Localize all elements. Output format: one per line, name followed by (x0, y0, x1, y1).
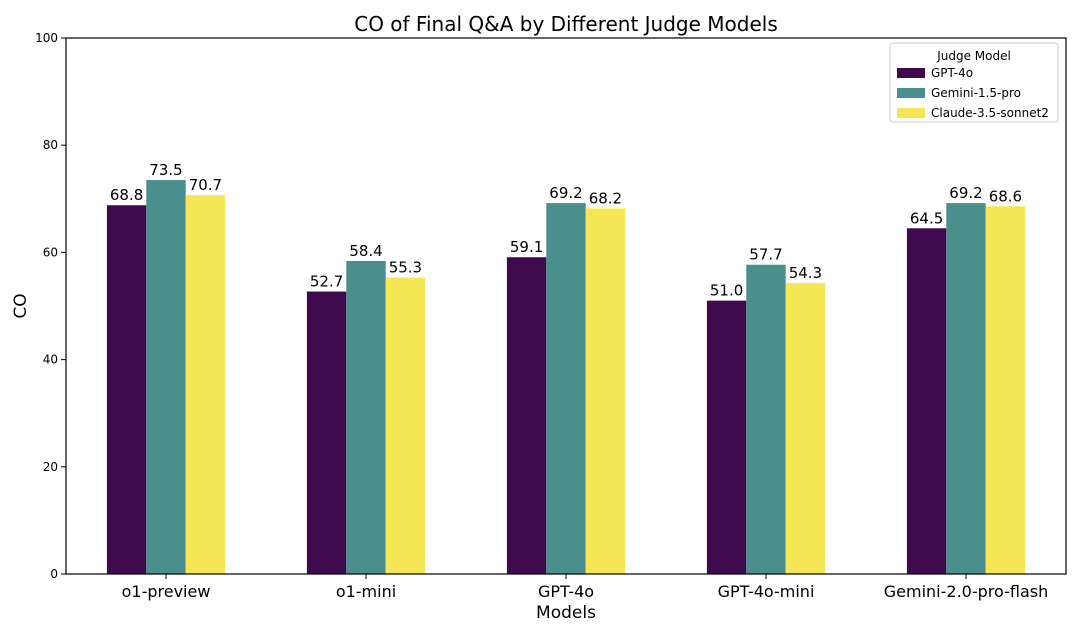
bar-claude-3-5-sonnet2-gemini-2-0-pro-flash (985, 206, 1026, 574)
bar-gemini-1-5-pro-gpt-4o-mini (746, 264, 786, 574)
y-tick-label-2: 40 (43, 353, 58, 367)
legend-swatch-0 (897, 68, 925, 78)
plot-frame (65, 37, 1067, 575)
legend-label-1: Gemini-1.5-pro (931, 86, 1021, 100)
y-axis-title: CO (11, 293, 31, 318)
x-tick-label-4: Gemini-2.0-pro-flash (884, 582, 1048, 601)
y-tick-label-5: 100 (35, 31, 58, 45)
data-label-1-0: 73.5 (149, 161, 182, 179)
bar-gpt-4o-gemini-2-0-pro-flash (906, 228, 947, 574)
bar-claude-3-5-sonnet2-gpt-4o (585, 208, 626, 574)
legend-label-2: Claude-3.5-sonnet2 (931, 106, 1049, 120)
bar-claude-3-5-sonnet2-gpt-4o-mini (785, 282, 826, 574)
data-label-0-3: 51.0 (710, 282, 743, 300)
data-label-2-1: 55.3 (389, 259, 422, 277)
data-label-1-4: 69.2 (949, 184, 982, 202)
x-tick-label-0: o1-preview (122, 582, 211, 601)
bar-gpt-4o-o1-mini (306, 291, 347, 574)
data-label-1-1: 58.4 (349, 242, 382, 260)
data-label-0-2: 59.1 (510, 238, 543, 256)
y-tick-label-3: 60 (43, 245, 58, 259)
bar-claude-3-5-sonnet2-o1-mini (385, 277, 426, 574)
legend-frame (889, 42, 1059, 123)
chart-title: CO of Final Q&A by Different Judge Model… (354, 12, 778, 36)
x-tick-label-1: o1-mini (336, 582, 396, 601)
data-label-1-3: 57.7 (749, 246, 782, 264)
data-label-2-0: 70.7 (189, 176, 222, 194)
bar-gemini-1-5-pro-o1-mini (346, 260, 386, 574)
plot-area: 0 20 40 60 80 100 o1-preview 68.8 73.5 70.7 o1-min… (35, 31, 1067, 601)
y-tick-label-0: 0 (50, 567, 58, 581)
data-label-0-0: 68.8 (110, 186, 143, 204)
data-label-2-4: 68.6 (989, 187, 1022, 205)
y-tick-label-1: 20 (43, 460, 58, 474)
legend-title: Judge Model (936, 49, 1011, 63)
bar-gemini-1-5-pro-o1-preview (146, 180, 186, 575)
bar-gpt-4o-gpt-4o-mini (706, 300, 747, 574)
data-label-0-1: 52.7 (310, 273, 343, 291)
x-axis-title: Models (536, 603, 596, 623)
bar-gpt-4o-o1-preview (106, 205, 147, 574)
y-tick-label-4: 80 (43, 138, 58, 152)
data-label-1-2: 69.2 (549, 184, 582, 202)
bar-gemini-1-5-pro-gemini-2-0-pro-flash (946, 203, 986, 574)
legend: Judge Model GPT-4o Gemini-1.5-pro Claude-3… (889, 42, 1059, 123)
legend-swatch-1 (897, 88, 925, 98)
bar-claude-3-5-sonnet2-o1-preview (185, 195, 226, 574)
bar-gemini-1-5-pro-gpt-4o (546, 203, 586, 574)
legend-swatch-2 (897, 108, 925, 118)
bar-gpt-4o-gpt-4o (506, 257, 547, 574)
data-label-0-4: 64.5 (910, 209, 943, 227)
data-label-2-2: 68.2 (589, 189, 622, 207)
data-label-2-3: 54.3 (789, 264, 822, 282)
x-tick-label-2: GPT-4o (538, 582, 594, 601)
legend-label-0: GPT-4o (931, 66, 973, 80)
x-tick-label-3: GPT-4o-mini (718, 582, 815, 601)
